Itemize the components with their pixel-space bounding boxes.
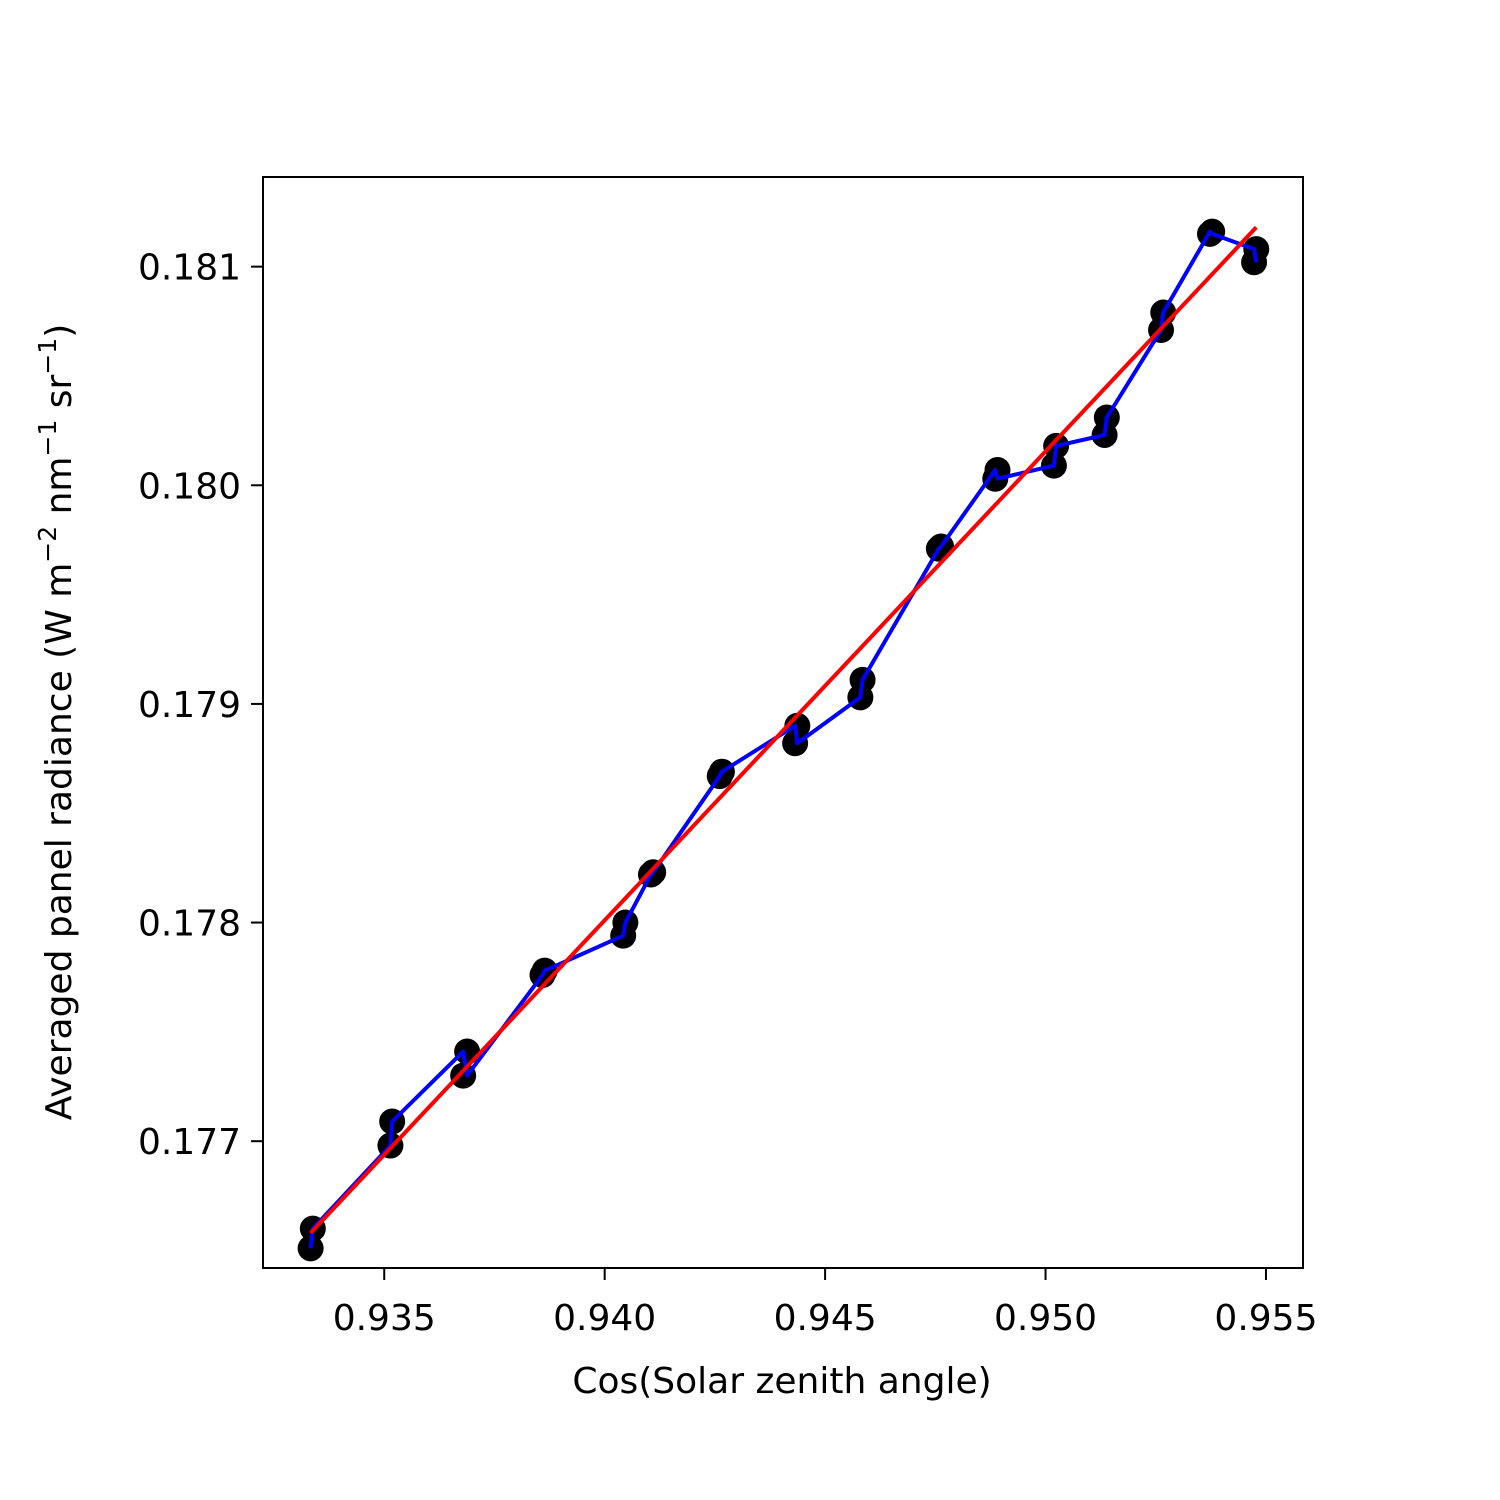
- series-line: [308, 229, 1259, 1249]
- plot-frame: [262, 176, 1304, 1269]
- y-tick-label: 0.177: [138, 1122, 241, 1163]
- data-point: [784, 712, 811, 739]
- data-point: [1243, 236, 1270, 263]
- y-axis: 0.177 0.178 0.179 0.180 0.181: [138, 248, 263, 1163]
- x-axis: 0.935 0.940 0.945 0.950 0.955: [333, 1268, 1317, 1339]
- x-tick-label: 0.945: [774, 1298, 877, 1339]
- y-tick-label: 0.179: [138, 685, 241, 726]
- y-tick-label: 0.180: [138, 466, 241, 507]
- x-tick-label: 0.955: [1214, 1298, 1317, 1339]
- series-layer: [297, 218, 1270, 1262]
- y-tick-label: 0.178: [138, 904, 241, 945]
- y-axis-label: Averaged panel radiance (W m−2 nm−1 sr−1…: [33, 324, 80, 1121]
- y-tick-label: 0.181: [138, 248, 241, 289]
- fit-line: [309, 225, 1258, 1235]
- x-axis-label: Cos(Solar zenith angle): [572, 1361, 991, 1402]
- x-tick-label: 0.950: [994, 1298, 1097, 1339]
- x-tick-label: 0.935: [333, 1298, 436, 1339]
- x-tick-label: 0.940: [553, 1298, 656, 1339]
